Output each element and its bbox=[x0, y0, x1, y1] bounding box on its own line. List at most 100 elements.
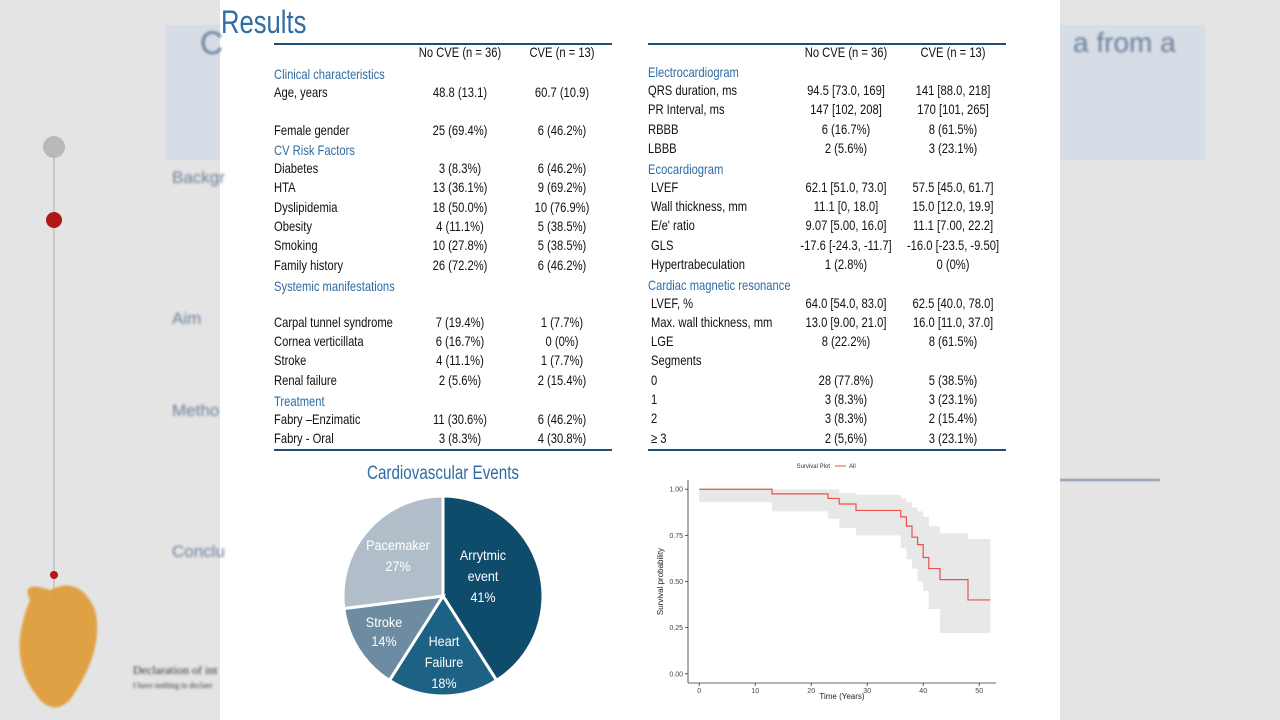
cell-value: 147 [102, 208] bbox=[810, 101, 882, 117]
row-label: 0 bbox=[651, 372, 658, 388]
cell-value: 5 (38.5%) bbox=[928, 372, 978, 388]
cell-value: 94.5 [73.0, 169] bbox=[807, 82, 885, 98]
row-label: LVEF bbox=[651, 179, 679, 195]
row-label: Dyslipidemia bbox=[274, 199, 338, 215]
blurred-panel bbox=[1055, 25, 1205, 160]
slice-value-label: 41% bbox=[470, 589, 496, 605]
section-title: Electrocardiogram bbox=[648, 64, 739, 80]
x-tick-label: 0 bbox=[697, 688, 701, 695]
row-label: E/e' ratio bbox=[651, 217, 695, 233]
cell-value: 2 (5.6%) bbox=[438, 372, 482, 388]
cell-value: 3 (8.3%) bbox=[824, 410, 868, 426]
row-label: 2 bbox=[651, 410, 658, 426]
pie-slice bbox=[387, 593, 499, 698]
row-label: HTA bbox=[274, 179, 296, 195]
row-label: 1 bbox=[651, 391, 658, 407]
cell-value: 8 (22.2%) bbox=[821, 333, 871, 349]
cell-value: 57.5 [45.0, 61.7] bbox=[912, 179, 994, 195]
cell-value: 6 (16.7%) bbox=[821, 121, 871, 137]
x-tick-label: 20 bbox=[807, 688, 815, 695]
cell-value: 25 (69.4%) bbox=[432, 122, 488, 138]
y-tick-label: 1.00 bbox=[669, 487, 683, 494]
row-label: QRS duration, ms bbox=[648, 82, 738, 98]
row-label: LGE bbox=[651, 333, 674, 349]
cell-value: -17.6 [-24.3, -11.7] bbox=[800, 237, 892, 253]
background-text: Backgr bbox=[172, 168, 225, 187]
x-tick-label: 10 bbox=[751, 688, 759, 695]
cell-value: 15.0 [12.0, 19.9] bbox=[912, 198, 994, 214]
cell-value: 48.8 (13.1) bbox=[432, 84, 488, 100]
cell-value: 3 (23.1%) bbox=[928, 430, 978, 446]
cell-value: 170 [101, 265] bbox=[917, 101, 989, 117]
y-tick-label: 0.75 bbox=[669, 533, 683, 540]
row-label: Obesity bbox=[274, 218, 312, 234]
cell-value: 2 (15.4%) bbox=[537, 372, 587, 388]
cell-value: 62.5 [40.0, 78.0] bbox=[912, 295, 994, 311]
cell-value: 60.7 (10.9) bbox=[534, 84, 590, 100]
x-tick-label: 50 bbox=[975, 688, 983, 695]
survival-curve bbox=[699, 488, 991, 601]
cell-value: 4 (30.8%) bbox=[537, 430, 587, 446]
confidence-band bbox=[699, 489, 991, 634]
cell-value: 3 (8.3%) bbox=[824, 391, 868, 407]
cell-value: 1 (2.8%) bbox=[824, 256, 868, 272]
column-header: No CVE (n = 36) bbox=[418, 44, 502, 60]
cell-value: -16.0 [-23.5, -9.50] bbox=[906, 237, 1000, 253]
cell-value: 2 (5.6%) bbox=[824, 140, 868, 156]
slice-value-label: 14% bbox=[371, 633, 397, 649]
section-title: Cardiac magnetic resonance bbox=[648, 277, 791, 293]
timeline-dot bbox=[46, 212, 62, 228]
cell-value: 28 (77.8%) bbox=[818, 372, 874, 388]
cell-value: 10 (27.8%) bbox=[432, 237, 488, 253]
cell-value: 6 (46.2%) bbox=[537, 160, 587, 176]
pie-slice bbox=[341, 494, 445, 611]
x-axis-label: Time (Years) bbox=[819, 692, 865, 701]
y-tick-label: 0.00 bbox=[669, 671, 683, 678]
row-label: Segments bbox=[651, 352, 702, 368]
cell-value: 4 (11.1%) bbox=[436, 352, 484, 368]
row-label: Stroke bbox=[274, 352, 307, 368]
row-label: RBBB bbox=[648, 121, 679, 137]
section-title: Treatment bbox=[274, 393, 325, 409]
cell-value: 9.07 [5.00, 16.0] bbox=[805, 217, 887, 233]
row-label: GLS bbox=[651, 237, 674, 253]
pie-slice bbox=[342, 594, 446, 683]
column-header: CVE (n = 13) bbox=[920, 44, 986, 60]
background-text: I have nothing to declare bbox=[133, 681, 213, 690]
slice-label: Pacemaker bbox=[366, 537, 430, 553]
timeline-dot bbox=[50, 571, 58, 579]
cell-value: 6 (46.2%) bbox=[537, 122, 587, 138]
x-tick-label: 40 bbox=[919, 688, 927, 695]
cell-value: 11.1 [7.00, 22.2] bbox=[912, 217, 994, 233]
row-label: Hypertrabeculation bbox=[651, 256, 746, 272]
slice-label: Arrytmic event bbox=[459, 547, 507, 584]
cell-value: 3 (8.3%) bbox=[438, 430, 482, 446]
cell-value: 3 (23.1%) bbox=[928, 391, 978, 407]
background-text: C bbox=[200, 25, 224, 61]
cell-value: 6 (46.2%) bbox=[537, 257, 587, 273]
cell-value: 2 (5,6%) bbox=[824, 430, 868, 446]
slice-label: Heart Failure bbox=[424, 633, 464, 670]
slice-label: Stroke bbox=[365, 614, 403, 630]
row-label: Age, years bbox=[274, 84, 328, 100]
section-title: CV Risk Factors bbox=[274, 142, 355, 158]
row-label: Smoking bbox=[274, 237, 318, 253]
row-label: ≥ 3 bbox=[651, 430, 667, 446]
row-label: Family history bbox=[274, 257, 344, 273]
y-tick-label: 0.25 bbox=[669, 625, 683, 632]
page-title: Results bbox=[221, 4, 307, 40]
cell-value: 11 (30.6%) bbox=[433, 411, 487, 427]
legend-label: All bbox=[849, 464, 856, 470]
background-text: Aim bbox=[172, 309, 202, 328]
cell-value: 4 (11.1%) bbox=[436, 218, 484, 234]
blurred-panel bbox=[165, 25, 225, 160]
background-text: a from a bbox=[1073, 27, 1176, 58]
heart-image bbox=[19, 585, 98, 708]
cell-value: 26 (72.2%) bbox=[432, 257, 488, 273]
cell-value: 64.0 [54.0, 83.0] bbox=[805, 295, 887, 311]
row-label: Female gender bbox=[274, 122, 350, 138]
column-header: No CVE (n = 36) bbox=[804, 44, 888, 60]
section-title: Systemic manifestations bbox=[274, 278, 395, 294]
cell-value: 0 (0%) bbox=[545, 333, 579, 349]
